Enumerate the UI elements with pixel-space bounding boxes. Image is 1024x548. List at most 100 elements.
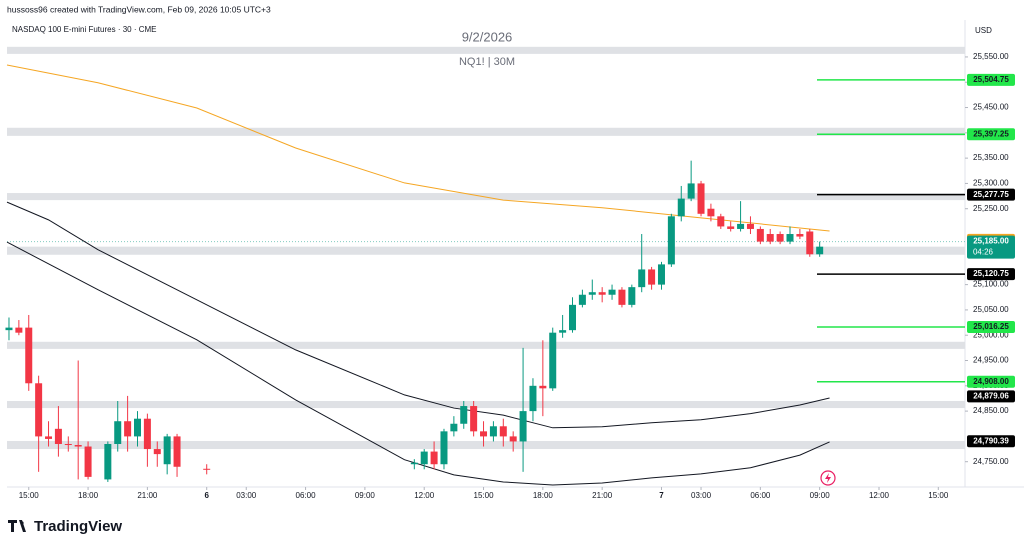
candle-body bbox=[124, 421, 132, 437]
candle-body bbox=[163, 436, 171, 465]
candle-body bbox=[460, 406, 468, 424]
symbol: NASDAQ 100 E-mini Futures · 30 · CME bbox=[12, 25, 156, 34]
y-tick-label: 25,250.00 bbox=[973, 204, 1009, 213]
candle-body bbox=[499, 426, 507, 437]
candle-body bbox=[786, 234, 794, 242]
price-label: 25,277.75 bbox=[973, 190, 1009, 199]
candle-body bbox=[588, 292, 596, 295]
plot bbox=[5, 46, 965, 486]
candle-body bbox=[816, 246, 824, 255]
price-label-box bbox=[967, 73, 1015, 86]
zone bbox=[7, 193, 965, 201]
candle-body bbox=[667, 216, 675, 265]
x-tick-label: 12:00 bbox=[414, 491, 435, 500]
moving-average bbox=[6, 201, 830, 429]
candle-body bbox=[746, 223, 754, 229]
x-tick-label: 03:00 bbox=[236, 491, 257, 500]
price-label-box bbox=[967, 435, 1015, 448]
y-tick-label: 25,300.00 bbox=[973, 179, 1009, 188]
brand-logo bbox=[8, 520, 26, 532]
x-tick-label: 15:00 bbox=[474, 491, 495, 500]
price-label-box bbox=[967, 390, 1015, 403]
candle-body bbox=[776, 234, 784, 242]
x-tick-label: 06:00 bbox=[296, 491, 317, 500]
price-label-box bbox=[967, 188, 1015, 201]
candle-body bbox=[489, 426, 497, 437]
candle-body bbox=[737, 223, 745, 229]
price-axis: 25,550.0025,500.0025,450.0025,400.0025,3… bbox=[19, 52, 1015, 500]
x-tick-label: 18:00 bbox=[78, 491, 99, 500]
candle-body bbox=[430, 451, 438, 465]
candle-body bbox=[470, 406, 478, 432]
y-tick-label: 25,350.00 bbox=[973, 153, 1009, 162]
x-tick-label: 03:00 bbox=[691, 491, 712, 500]
candle-body bbox=[608, 289, 616, 295]
candle-body bbox=[143, 418, 151, 450]
x-tick-label: 09:00 bbox=[355, 491, 376, 500]
candle-body bbox=[440, 431, 448, 465]
candle-body bbox=[450, 423, 458, 432]
candle-body bbox=[64, 443, 72, 446]
x-tick-label: 15:00 bbox=[928, 491, 949, 500]
price-label-box bbox=[967, 268, 1015, 281]
candle-body bbox=[104, 443, 112, 480]
candle-body bbox=[707, 208, 715, 217]
candle-body bbox=[529, 385, 537, 412]
currency: USD bbox=[975, 26, 992, 35]
candle-body bbox=[480, 431, 488, 437]
price-label: 25,504.75 bbox=[973, 75, 1009, 84]
candle-body bbox=[74, 445, 82, 447]
candle-body bbox=[35, 383, 43, 437]
candle-body bbox=[628, 287, 636, 305]
x-tick-label: 15:00 bbox=[19, 491, 40, 500]
candle-body bbox=[54, 428, 62, 444]
credit: hussoss96 created with TradingView.com, … bbox=[7, 4, 271, 14]
candle-body bbox=[559, 330, 567, 333]
price-label-box bbox=[967, 128, 1015, 141]
candle-body bbox=[114, 421, 122, 444]
candle-body bbox=[727, 226, 735, 229]
last-price-box bbox=[967, 235, 1015, 259]
x-tick-label: 6 bbox=[204, 491, 209, 500]
x-tick-label: 21:00 bbox=[592, 491, 613, 500]
lightning-icon bbox=[820, 470, 836, 486]
y-tick-label: 25,550.00 bbox=[973, 52, 1009, 61]
candle-body bbox=[519, 411, 527, 442]
candle-body bbox=[153, 449, 161, 455]
last-price-label: 25,185.00 bbox=[973, 237, 1009, 246]
price-label: 24,908.00 bbox=[973, 377, 1009, 386]
candle-body bbox=[687, 183, 695, 199]
x-tick-label: 18:00 bbox=[533, 491, 554, 500]
candle-body bbox=[173, 436, 181, 467]
candle-body bbox=[45, 436, 53, 439]
candle-body bbox=[5, 327, 13, 331]
zone bbox=[7, 341, 965, 349]
y-tick-label: 25,450.00 bbox=[973, 103, 1009, 112]
candle-body bbox=[509, 436, 517, 442]
countdown: 04:26 bbox=[973, 248, 994, 257]
zone bbox=[7, 46, 965, 54]
candle-body bbox=[203, 468, 211, 470]
x-tick-label: 7 bbox=[659, 491, 664, 500]
price-label: 25,397.25 bbox=[973, 129, 1009, 138]
zone bbox=[7, 440, 965, 450]
price-label: 25,120.75 bbox=[973, 269, 1009, 278]
price-label-box bbox=[967, 320, 1015, 333]
candle-body bbox=[578, 294, 586, 305]
candle-body bbox=[717, 216, 725, 227]
candle-body bbox=[420, 451, 428, 465]
candle-body bbox=[756, 228, 764, 242]
candle-body bbox=[549, 332, 557, 389]
moving-average bbox=[6, 241, 830, 486]
candle-body bbox=[648, 269, 656, 285]
candle-body bbox=[806, 231, 814, 255]
y-tick-label: 24,850.00 bbox=[973, 406, 1009, 415]
price-label-box bbox=[967, 375, 1015, 388]
candle-body bbox=[657, 264, 665, 285]
x-tick-label: 06:00 bbox=[750, 491, 771, 500]
y-tick-label: 24,950.00 bbox=[973, 356, 1009, 365]
candle-body bbox=[677, 198, 685, 217]
candle-body bbox=[410, 462, 418, 465]
candle-body bbox=[796, 234, 804, 237]
x-tick-label: 09:00 bbox=[810, 491, 831, 500]
